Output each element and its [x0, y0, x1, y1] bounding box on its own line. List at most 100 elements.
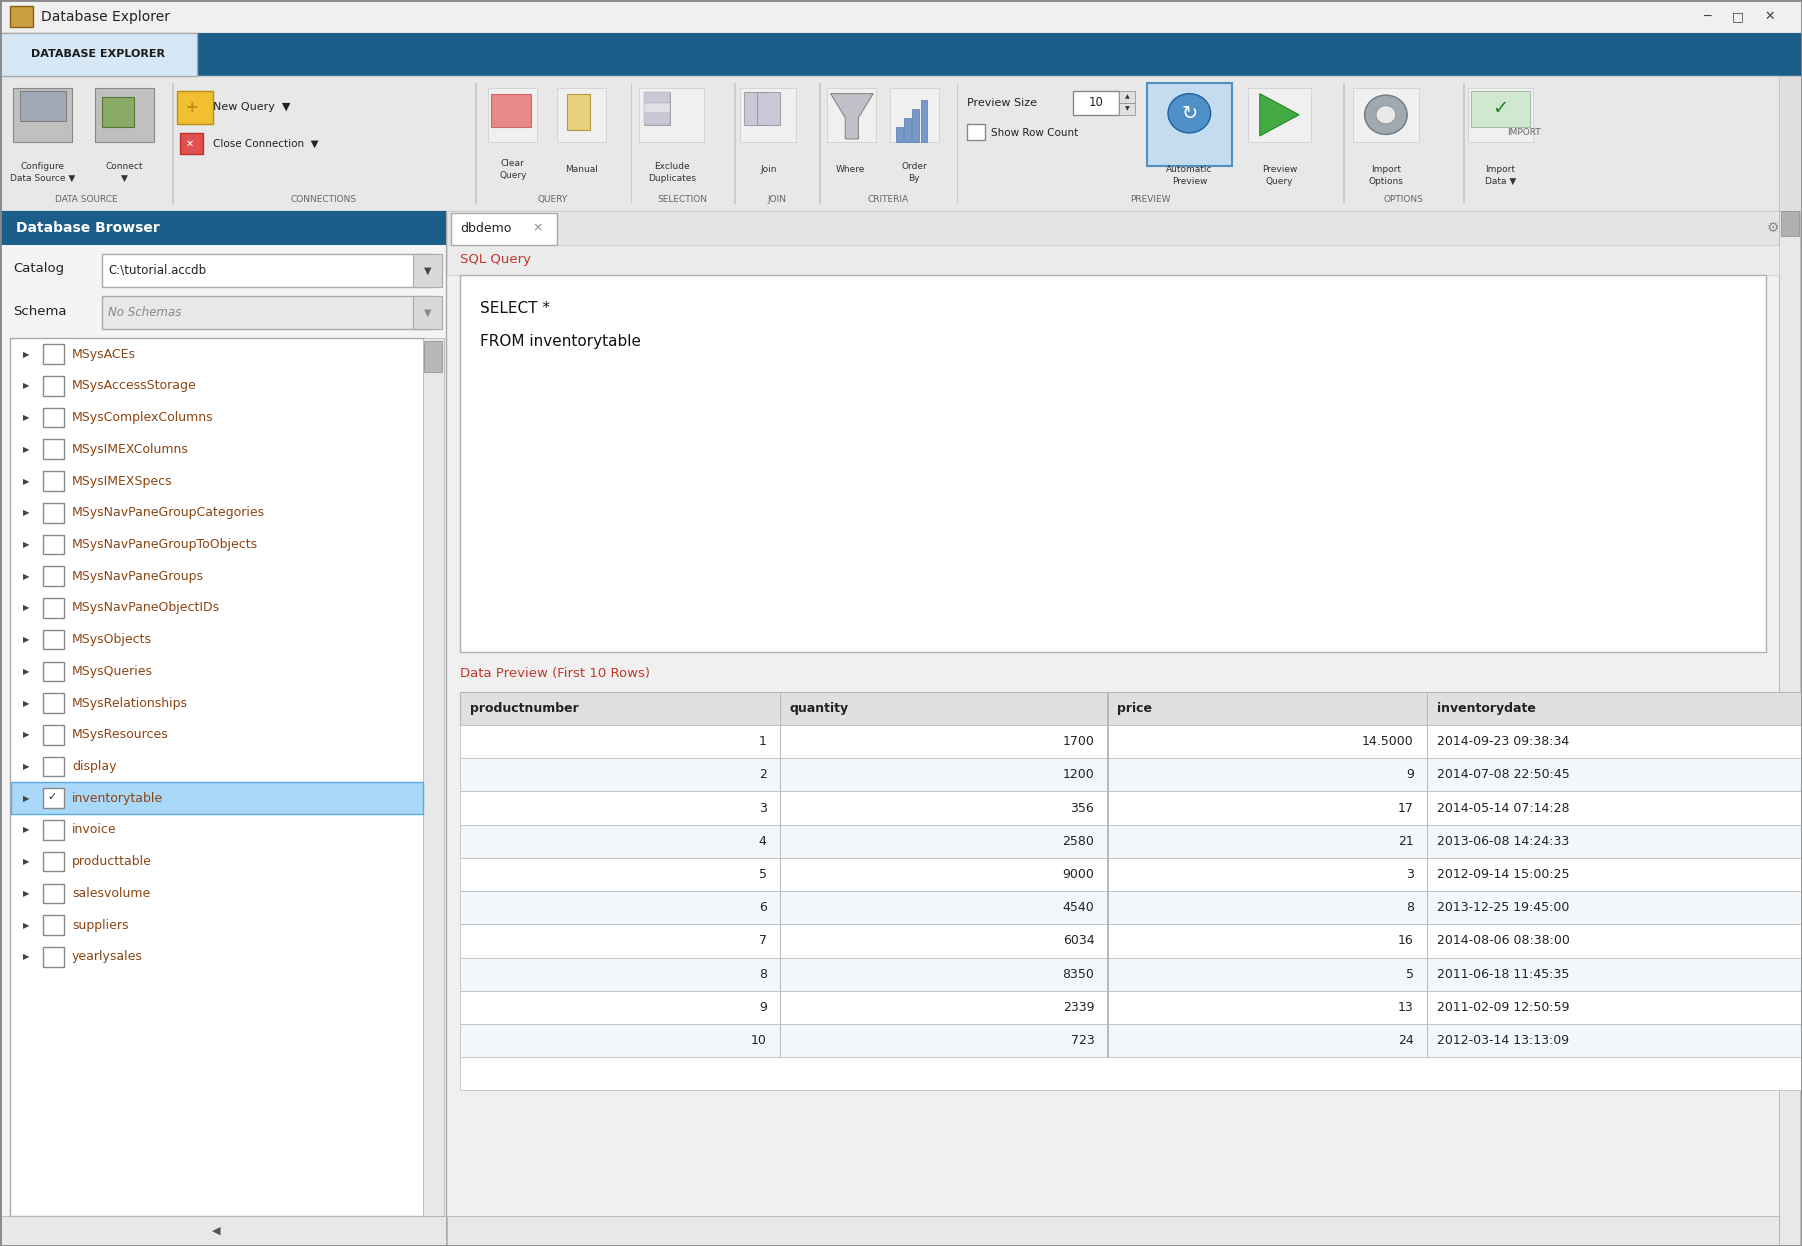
Text: ▶: ▶ [23, 888, 29, 898]
Text: ▶: ▶ [23, 540, 29, 549]
Text: JOIN: JOIN [768, 194, 786, 204]
Bar [43, 629, 63, 649]
Bar [1146, 83, 1233, 166]
Text: Data Preview (First 10 Rows): Data Preview (First 10 Rows) [460, 667, 651, 680]
Bar [13, 87, 72, 142]
Bar [43, 789, 63, 807]
Text: □: □ [1732, 10, 1744, 24]
Text: 8350: 8350 [1063, 968, 1094, 981]
Bar [492, 93, 532, 127]
Text: Import: Import [1371, 164, 1400, 173]
Text: ▶: ▶ [23, 730, 29, 739]
Text: PREVIEW: PREVIEW [1130, 194, 1169, 204]
Text: 8: 8 [1406, 901, 1415, 915]
Bar [413, 254, 441, 287]
Text: ▶: ▶ [23, 603, 29, 612]
Bar [460, 957, 1802, 991]
Text: 17: 17 [1398, 801, 1415, 815]
Text: 24: 24 [1398, 1034, 1415, 1047]
Text: 2014-09-23 09:38:34: 2014-09-23 09:38:34 [1436, 735, 1570, 748]
Text: Show Row Count: Show Row Count [991, 128, 1078, 138]
Bar [460, 725, 1802, 758]
Bar [43, 376, 63, 396]
Text: productnumber: productnumber [470, 701, 578, 715]
Bar [9, 6, 32, 27]
Bar [43, 947, 63, 967]
Text: Order: Order [901, 162, 926, 171]
Text: ▶: ▶ [23, 667, 29, 675]
Text: Options: Options [1368, 177, 1404, 186]
Text: ✕: ✕ [1764, 10, 1775, 24]
Bar [0, 212, 445, 244]
Text: 6034: 6034 [1063, 934, 1094, 947]
Text: ▶: ▶ [23, 508, 29, 517]
Text: CONNECTIONS: CONNECTIONS [290, 194, 357, 204]
Text: MSysAccessStorage: MSysAccessStorage [72, 379, 196, 392]
Text: C:\tutorial.accdb: C:\tutorial.accdb [108, 264, 205, 277]
Bar [488, 87, 537, 142]
Bar [460, 275, 1766, 653]
Bar [643, 113, 670, 123]
Text: Duplicates: Duplicates [647, 173, 696, 183]
Bar [1470, 91, 1530, 127]
Bar [1779, 212, 1800, 1246]
Text: invoice: invoice [72, 824, 117, 836]
Text: 4: 4 [759, 835, 766, 847]
Text: ▼: ▼ [121, 173, 128, 183]
Text: 2014-08-06 08:38:00: 2014-08-06 08:38:00 [1436, 934, 1570, 947]
Bar [447, 212, 1802, 1246]
Bar [460, 825, 1802, 857]
Bar [1249, 87, 1310, 142]
Bar [905, 118, 910, 142]
Text: MSysIMEXColumns: MSysIMEXColumns [72, 442, 189, 456]
Text: 2014-05-14 07:14:28: 2014-05-14 07:14:28 [1436, 801, 1570, 815]
Text: ─: ─ [1703, 10, 1710, 24]
Text: DATA SOURCE: DATA SOURCE [54, 194, 117, 204]
Text: 7: 7 [759, 934, 766, 947]
Bar [43, 407, 63, 427]
Bar [460, 991, 1802, 1024]
Text: ▼: ▼ [423, 265, 431, 275]
Bar [43, 693, 63, 713]
Text: salesvolume: salesvolume [72, 887, 150, 900]
Text: ▶: ▶ [23, 381, 29, 390]
Bar [460, 1024, 1802, 1057]
Text: quantity: quantity [789, 701, 849, 715]
Text: MSysNavPaneGroupCategories: MSysNavPaneGroupCategories [72, 506, 265, 520]
Text: MSysNavPaneGroups: MSysNavPaneGroups [72, 569, 204, 583]
Bar [43, 503, 63, 522]
Text: ▶: ▶ [23, 763, 29, 771]
Text: MSysACEs: MSysACEs [72, 348, 137, 360]
Text: ▶: ▶ [23, 635, 29, 644]
Text: OPTIONS: OPTIONS [1384, 194, 1424, 204]
Text: ×: × [532, 222, 542, 234]
Text: +: + [186, 100, 198, 115]
Text: 356: 356 [1070, 801, 1094, 815]
Bar [43, 662, 63, 682]
Text: Import: Import [1485, 164, 1515, 173]
Bar [1780, 212, 1798, 235]
Text: 5: 5 [759, 868, 766, 881]
Bar [423, 339, 443, 1216]
Bar [9, 339, 423, 1216]
Text: ▶: ▶ [23, 699, 29, 708]
Text: Preview Size: Preview Size [966, 97, 1036, 107]
Text: ▶: ▶ [23, 857, 29, 866]
Text: ✓: ✓ [47, 792, 58, 802]
Text: MSysNavPaneObjectIDs: MSysNavPaneObjectIDs [72, 602, 220, 614]
Text: No Schemas: No Schemas [108, 307, 182, 319]
Bar [423, 341, 441, 371]
Bar [460, 791, 1802, 825]
Text: MSysNavPaneGroupToObjects: MSysNavPaneGroupToObjects [72, 538, 258, 551]
Text: 5: 5 [1406, 968, 1415, 981]
Text: 13: 13 [1398, 1001, 1415, 1014]
Bar [0, 34, 196, 76]
Text: 3: 3 [1406, 868, 1415, 881]
Text: Database Browser: Database Browser [16, 221, 160, 235]
Text: Configure: Configure [20, 162, 65, 171]
Text: MSysQueries: MSysQueries [72, 665, 153, 678]
Bar [1119, 91, 1135, 102]
Circle shape [1377, 106, 1397, 123]
Text: 8: 8 [759, 968, 766, 981]
Bar [557, 87, 605, 142]
